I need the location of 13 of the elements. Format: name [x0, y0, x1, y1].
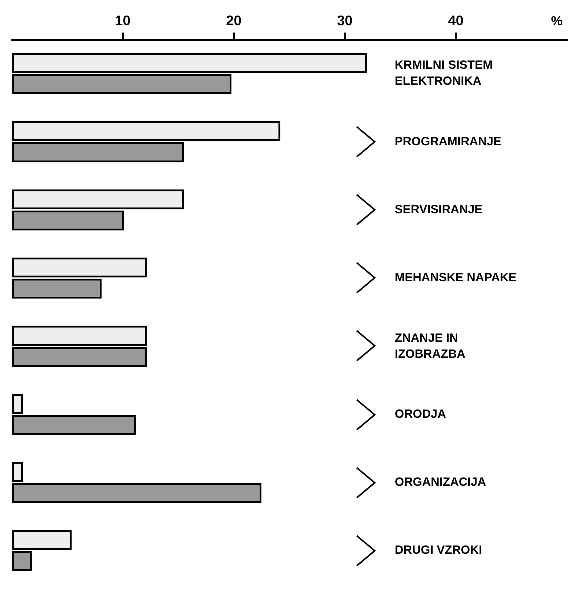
y-tick-label: SERVISIRANJE: [395, 202, 483, 216]
y-tick-label: ORODJA: [395, 406, 447, 421]
x-tick-label: 40: [448, 12, 464, 28]
x-tick-label: 10: [115, 12, 131, 28]
x-tick-label: 30: [337, 12, 353, 28]
y-tick-label: ZNANJE IN IZOBRAZBA: [395, 330, 466, 361]
x-tick-label: 20: [226, 12, 242, 28]
y-tick-label: ORGANIZACIJA: [395, 475, 487, 490]
x-axis-title: %: [551, 13, 564, 28]
y-tick-label: DRUGI VZROKI: [395, 543, 482, 558]
y-tick-label: MEHANSKE NAPAKE: [395, 270, 517, 285]
y-tick-label: KRMILNI SISTEM ELEKTRONIKA: [395, 58, 493, 88]
y-tick-label: PROGRAMIRANJE: [395, 134, 502, 148]
